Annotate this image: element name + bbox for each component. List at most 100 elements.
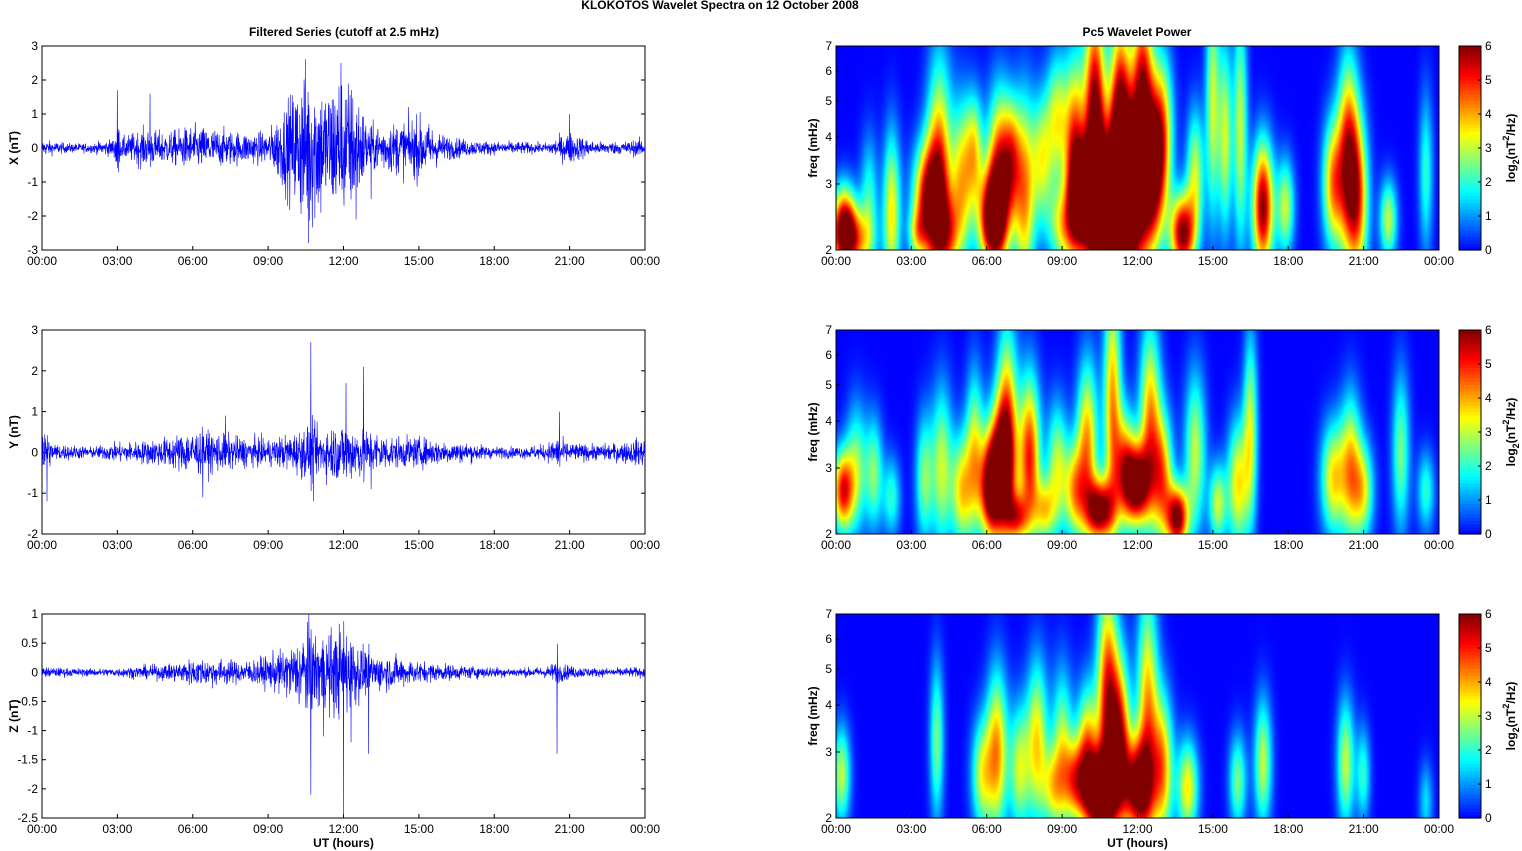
wavelet-3-colorbar-step	[1459, 773, 1481, 778]
wavelet-3-colorbar-step	[1459, 784, 1481, 788]
wavelet-1-colorbar-step	[1459, 73, 1481, 78]
wavelet-1-colorbar-step	[1459, 49, 1481, 54]
wavelet-2-colorbar-step	[1459, 387, 1481, 392]
series-2-y-ticklabel: 3	[31, 323, 38, 337]
series-1-y-ticklabel: -1	[27, 175, 38, 189]
wavelet-3-colorbar-step	[1459, 682, 1481, 686]
wavelet-2-colorbar-step	[1459, 503, 1481, 508]
series-1-y-ticks: 3 2 1 0 -1 -2 -3	[27, 39, 645, 257]
wavelet-3-colorbar-step	[1459, 620, 1481, 625]
wavelet-1-colorbar-step	[1459, 120, 1481, 125]
wavelet-1-x-ticklabel: 12:00	[1122, 254, 1152, 268]
wavelet-2-heatmap	[836, 330, 1439, 534]
series-3-y-ticks: 1 0.5 0 -0.5 -1 -1.5 -2 -2.5	[17, 607, 645, 825]
wavelet-3-colorbar-step	[1459, 753, 1481, 758]
wavelet-1-colorbar-step	[1459, 243, 1481, 248]
wavelet-1-colorbar-step	[1459, 161, 1481, 166]
wavelet-2-colorbar-step	[1459, 428, 1481, 433]
series-1-x-ticklabel: 12:00	[328, 254, 358, 268]
wavelet-1-colorbar-step	[1459, 83, 1481, 88]
wavelet-3-colorbar-step	[1459, 743, 1481, 748]
wavelet-2-colorbar-step	[1459, 476, 1481, 481]
wavelet-1-colorbar-step	[1459, 90, 1481, 95]
wavelet-3-x-ticklabel: 21:00	[1349, 822, 1379, 836]
wavelet-3-colorbar-step	[1459, 807, 1481, 812]
wavelet-1-colorbar-step	[1459, 80, 1481, 84]
wavelet-3-colorbar-step	[1459, 678, 1481, 683]
wavelet-1-colorbar-step	[1459, 239, 1481, 244]
wavelet-2-y-ticklabel: 4	[825, 414, 832, 428]
series-2-x-ticklabel: 03:00	[102, 538, 132, 552]
wavelet-2-colorbar-step	[1459, 364, 1481, 368]
wavelet-2-colorbar-step	[1459, 418, 1481, 423]
wavelet-3-colorbar-step	[1459, 637, 1481, 642]
wavelet-3-x-ticklabel: 00:00	[1424, 822, 1454, 836]
wavelet-2-colorbar-step	[1459, 445, 1481, 450]
wavelet-2-colorbar-step	[1459, 370, 1481, 375]
series-1-line	[41, 59, 646, 244]
series-2-line	[41, 342, 646, 502]
wavelet-2-colorbar-ticklabel: 6	[1485, 323, 1492, 337]
series-2-axes	[41, 329, 646, 535]
wavelet-3-colorbar-step	[1459, 719, 1481, 724]
wavelet-1-colorbar-step	[1459, 69, 1481, 74]
wavelet-1-colorbar-step	[1459, 107, 1481, 112]
series-2-y-ticks: 3 2 1 0 -1 -2	[27, 323, 645, 541]
wavelet-2-colorbar-step	[1459, 527, 1481, 532]
wavelet-1-x-ticklabel: 18:00	[1273, 254, 1303, 268]
wavelet-3-y-ticklabel: 4	[825, 698, 832, 712]
series-3-x-ticklabel: 21:00	[555, 822, 585, 836]
wavelet-3-colorbar-step	[1459, 641, 1481, 646]
series-3-line	[41, 614, 646, 819]
wavelet-1-colorbar-step	[1459, 233, 1481, 237]
series-1-y-ticklabel: 2	[31, 73, 38, 87]
series-1-x-ticklabel: 06:00	[178, 254, 208, 268]
wavelet-3-colorbar-step	[1459, 692, 1481, 697]
wavelet-2-colorbar-step	[1459, 479, 1481, 484]
wavelet-3-colorbar-step	[1459, 716, 1481, 720]
series-2-x-ticklabel: 06:00	[178, 538, 208, 552]
wavelet-3-colorbar-ticklabel: 0	[1485, 811, 1492, 825]
wavelet-3-colorbar-ticklabel: 4	[1485, 675, 1492, 689]
wavelet-3-y-ticks: 2 3 4 5 6 7	[825, 607, 840, 825]
wavelet-2-colorbar-step	[1459, 466, 1481, 470]
left-column-title: Filtered Series (cutoff at 2.5 mHz)	[249, 25, 439, 39]
wavelet-1-colorbar-step	[1459, 63, 1481, 67]
series-2-x-ticks: 00:00 03:00 06:00 09:00 12:00 15:00 18:00 21:00…	[27, 530, 660, 552]
wavelet-2-x-ticklabel: 03:00	[896, 538, 926, 552]
series-3-xlabel: UT (hours)	[313, 836, 374, 850]
series-1-x-ticks: 00:00 03:00 06:00 09:00 12:00 15:00 18:00 21:00…	[27, 246, 660, 268]
wavelet-3-y-ticklabel: 3	[825, 745, 832, 759]
series-3-y-ticklabel: -1	[27, 724, 38, 738]
wavelet-1-colorbar-step	[1459, 114, 1481, 118]
wavelet-3-x-ticklabel: 06:00	[972, 822, 1002, 836]
wavelet-1-colorbar-step	[1459, 141, 1481, 146]
wavelet-3-colorbar-ticklabel: 6	[1485, 607, 1492, 621]
wavelet-2-colorbar-step	[1459, 442, 1481, 447]
wavelet-1-colorbar-step	[1459, 175, 1481, 180]
series-2-y-ticklabel: 2	[31, 364, 38, 378]
wavelet-3-colorbar-step	[1459, 644, 1481, 649]
wavelet-3-colorbar-step	[1459, 814, 1481, 819]
wavelet-1-x-ticks: 00:00 03:00 06:00 09:00 12:00 15:00 18:00 21:00…	[821, 246, 1454, 268]
series-1-ylabel: X (nT)	[7, 131, 21, 165]
wavelet-2-x-ticklabel: 06:00	[972, 538, 1002, 552]
wavelet-1-colorbar-step	[1459, 188, 1481, 193]
wavelet-2-colorbar-step	[1459, 489, 1481, 494]
series-3-x-ticklabel: 18:00	[479, 822, 509, 836]
wavelet-2-colorbar-step	[1459, 435, 1481, 440]
series-2-x-ticklabel: 21:00	[555, 538, 585, 552]
series-2-y-ticklabel: 1	[31, 405, 38, 419]
wavelet-1-colorbar-step	[1459, 168, 1481, 173]
wavelet-1-colorbar-step	[1459, 246, 1481, 251]
wavelet-3-colorbar-step	[1459, 614, 1481, 618]
wavelet-3-colorbar-step	[1459, 726, 1481, 731]
wavelet-1-colorbar-label: log2(nT2/Hz)	[1501, 114, 1521, 183]
wavelet-2-colorbar-step	[1459, 401, 1481, 406]
wavelet-2-y-ticks: 2 3 4 5 6 7	[825, 323, 840, 541]
wavelet-3-colorbar-step	[1459, 767, 1481, 771]
wavelet-1-x-ticklabel: 21:00	[1349, 254, 1379, 268]
wavelet-2-colorbar-step	[1459, 343, 1481, 348]
wavelet-3-colorbar-step	[1459, 750, 1481, 754]
